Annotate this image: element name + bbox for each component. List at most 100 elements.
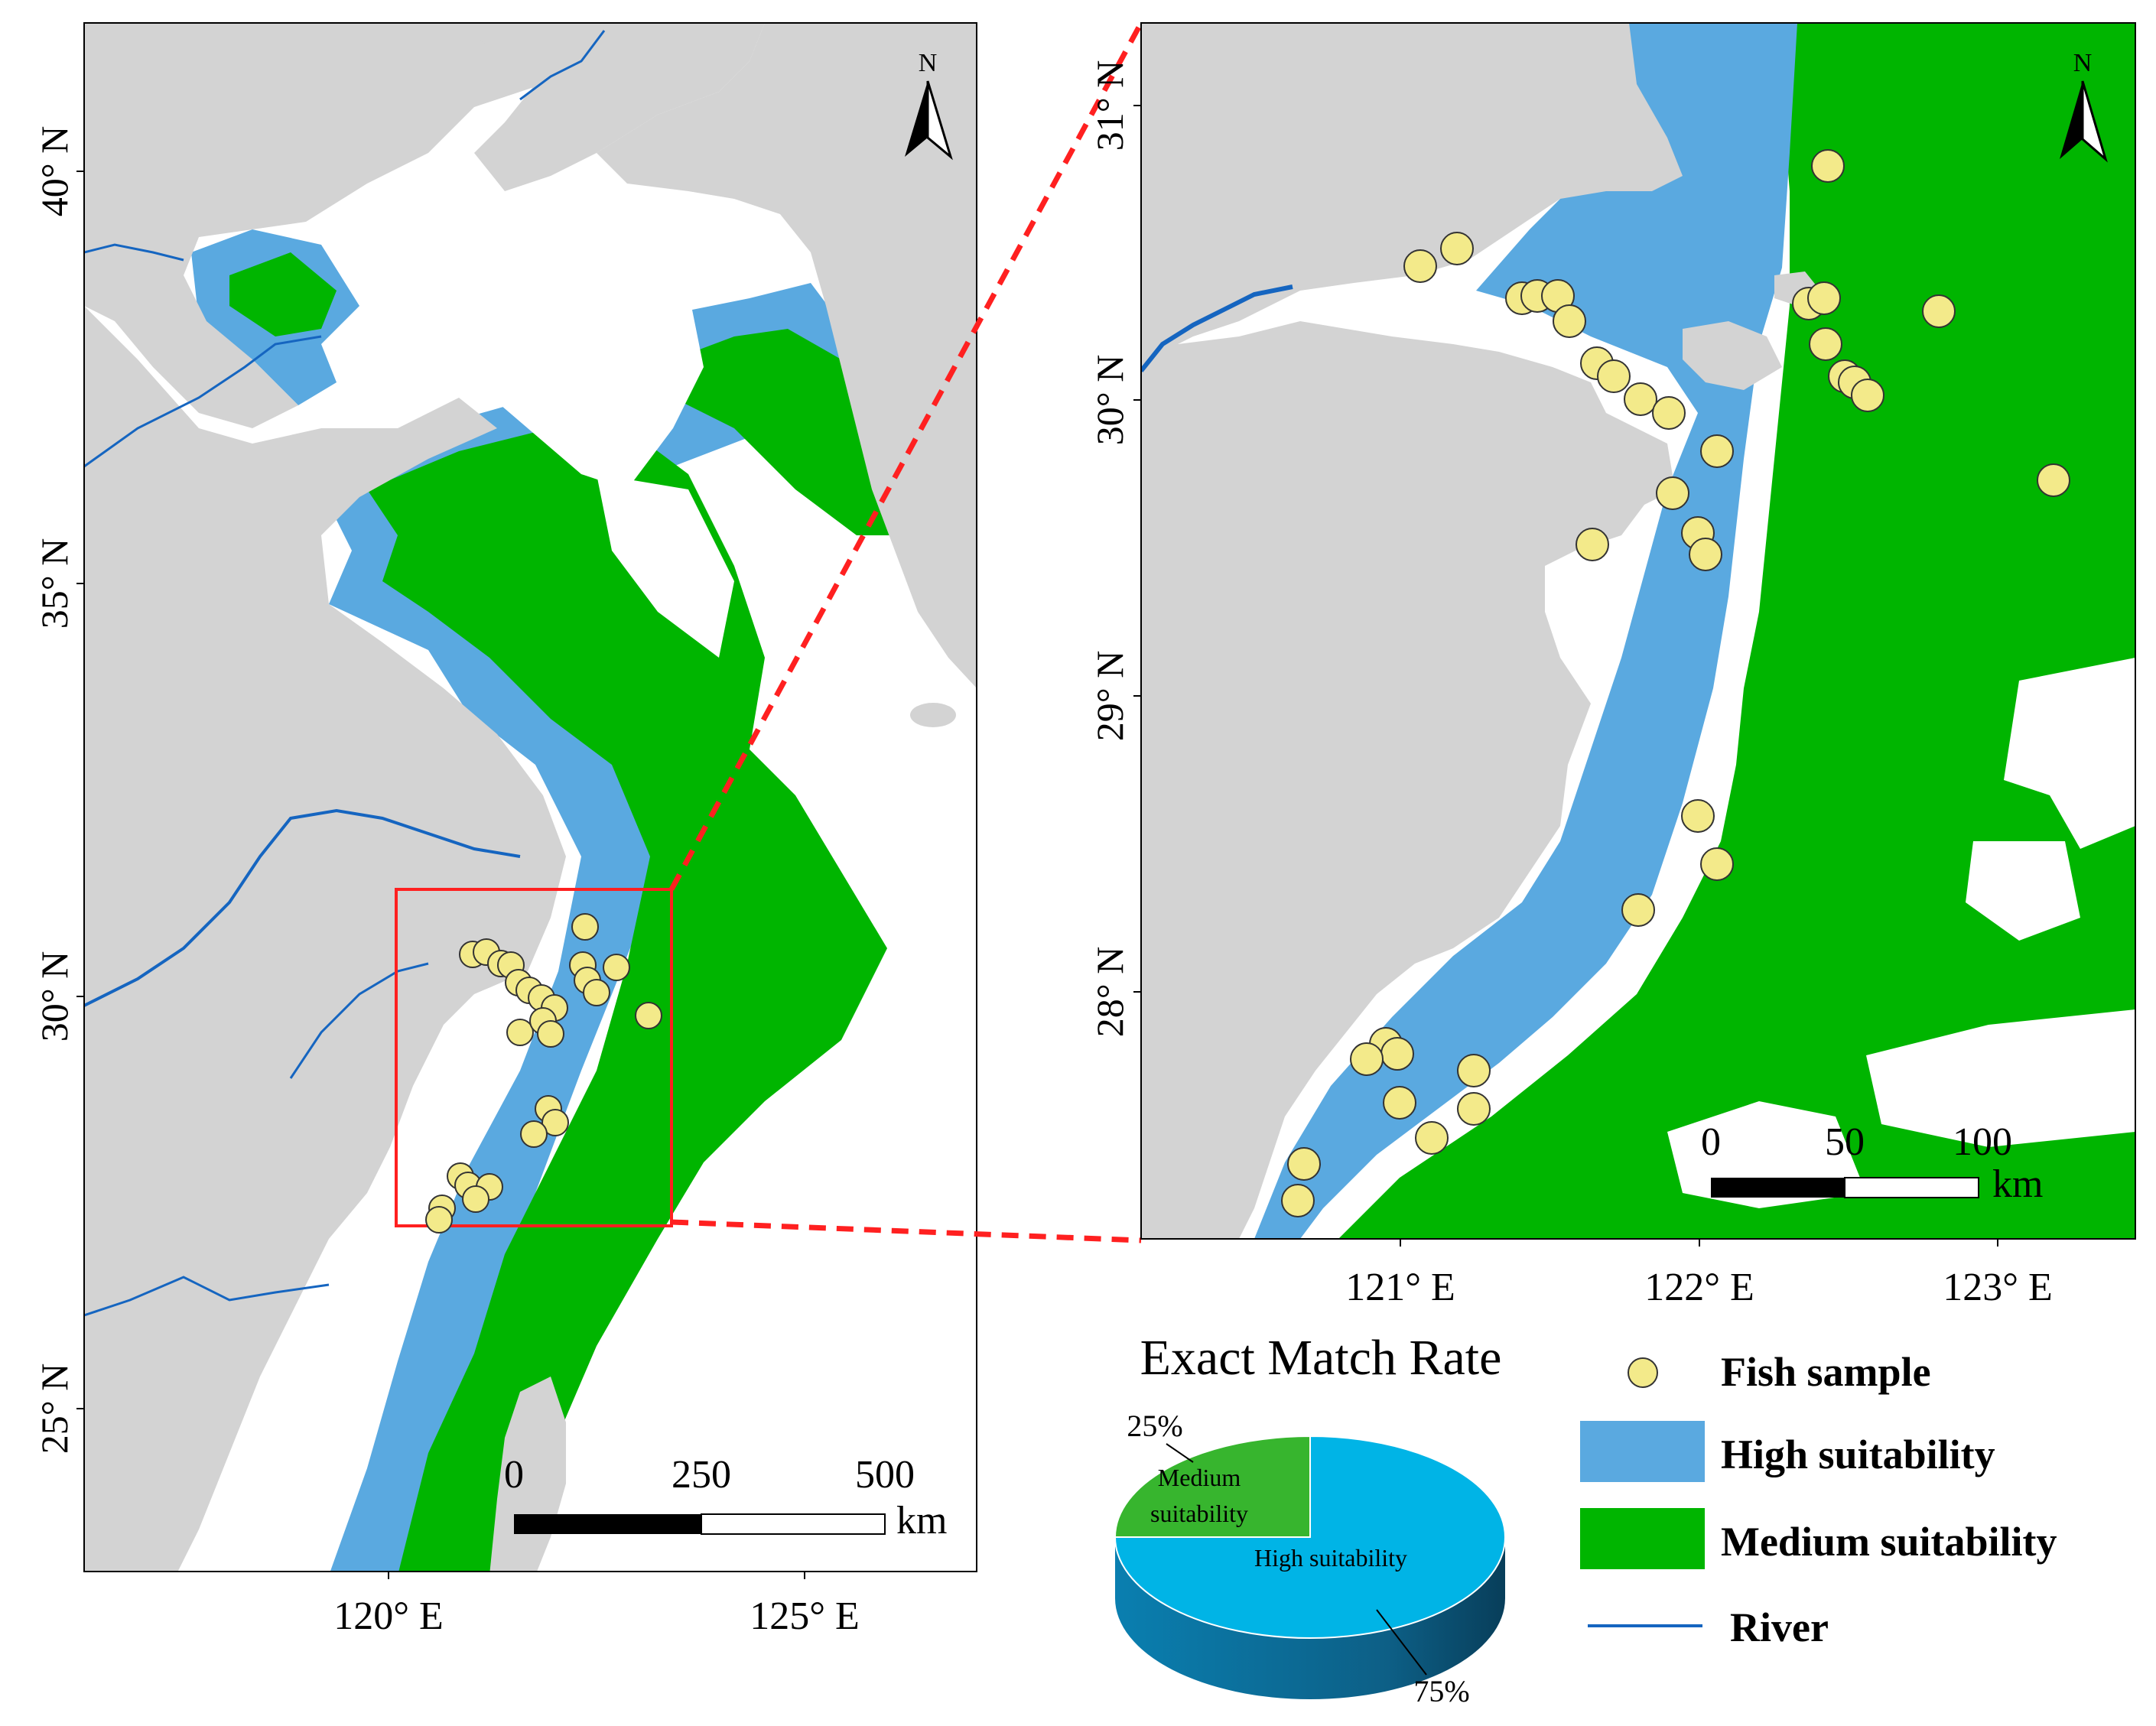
zoom-region-box — [395, 888, 673, 1227]
right-map-frame — [1140, 22, 2136, 1240]
right-lat-label-30: 30° N — [1088, 355, 1131, 446]
right-scale-tick-0: 0 — [1701, 1120, 1721, 1164]
left-map-river-qiantang — [289, 962, 429, 1079]
fish-sample-point — [1700, 847, 1734, 881]
pie-3d-side — [1115, 1537, 1505, 1699]
left-north-label: N — [919, 49, 938, 77]
left-map-medium-suitability-zone — [367, 329, 918, 1572]
right-scale-tick-1: 50 — [1825, 1120, 1865, 1164]
fish-sample-point — [1681, 799, 1715, 833]
fish-sample-point — [1380, 1037, 1414, 1071]
legend-medium-suitability-swatch — [1580, 1508, 1705, 1569]
left-map-river-yangtze — [84, 808, 521, 1007]
pie-label-medium-line2: suitability — [1150, 1500, 1248, 1527]
fish-sample-point — [541, 1109, 569, 1136]
north-arrow-icon-half — [926, 80, 953, 161]
left-scale-tick-1: 250 — [672, 1453, 731, 1497]
left-map-korean-peninsula — [597, 23, 977, 688]
left-map-fish-samples — [425, 913, 662, 1234]
pie-slices — [1114, 1435, 1506, 1639]
legend-label-medium-suitability: Medium suitability — [1721, 1519, 2057, 1565]
left-lat-label-40: 40° N — [33, 126, 76, 217]
fish-sample-point — [1922, 294, 1956, 328]
left-north-arrow: N — [905, 49, 953, 161]
left-scale-tick-2: 500 — [855, 1453, 915, 1497]
legend-high-suitability-swatch — [1580, 1421, 1705, 1482]
fish-sample-point — [1597, 359, 1631, 393]
right-scale-unit: km — [1992, 1162, 2043, 1206]
right-north-arrow: N — [2060, 49, 2108, 163]
left-scale-bar: 0 250 500 km — [504, 1453, 947, 1542]
legend: Fish sample High suitability Medium suit… — [1580, 1349, 2057, 1650]
fish-sample-point — [2037, 463, 2070, 497]
fish-sample-point — [583, 979, 610, 1006]
left-lon-label-125: 125° E — [750, 1594, 860, 1638]
right-lat-label-31: 31° N — [1088, 60, 1131, 151]
left-lat-label-25: 25° N — [33, 1364, 76, 1455]
fish-sample-point — [603, 954, 630, 981]
left-lon-label-120: 120° E — [333, 1594, 444, 1638]
fish-sample-point — [1652, 396, 1686, 430]
fish-sample-point — [1700, 434, 1734, 468]
right-lon-label-123: 123° E — [1943, 1266, 2053, 1309]
right-lat-label-29: 29° N — [1088, 651, 1131, 742]
right-map-zhoushan-islands — [1683, 321, 1782, 390]
fish-sample-point — [1811, 149, 1845, 183]
right-map-open-sea-patch-3 — [1866, 1009, 2135, 1147]
left-lat-label-35: 35° N — [33, 538, 76, 629]
fish-sample-point — [1621, 893, 1655, 927]
pie-slice-medium-suitability — [1114, 1435, 1311, 1538]
left-map-river-yellow — [84, 335, 322, 468]
left-map: 40° N 35° N 30° N 25° N 120° E 125° E N … — [33, 22, 977, 1638]
fish-sample-point — [520, 1120, 548, 1148]
right-map-open-sea-patch — [2004, 658, 2135, 849]
pie-label-high: High suitability — [1254, 1544, 1407, 1572]
fish-sample-point — [1624, 382, 1657, 416]
pie-slice-high-suitability — [1114, 1435, 1506, 1639]
fish-sample-point — [1415, 1121, 1449, 1155]
fish-sample-point — [1350, 1042, 1384, 1076]
zoom-connector-bottom — [671, 1219, 1142, 1243]
fish-sample-point — [425, 1206, 453, 1234]
right-map-fish-samples — [1281, 149, 2070, 1217]
right-lon-label-121: 121° E — [1345, 1266, 1455, 1309]
fish-sample-point — [1807, 281, 1841, 315]
fish-sample-point — [537, 1020, 564, 1048]
legend-label-river: River — [1730, 1604, 1829, 1650]
right-map-high-suitability-zone — [1254, 23, 1797, 1239]
fish-sample-point — [1457, 1092, 1491, 1126]
fish-sample-point — [506, 1019, 534, 1046]
left-map-river-min — [84, 1276, 330, 1317]
fish-sample-point — [1281, 1184, 1315, 1217]
fish-sample-point — [1809, 327, 1842, 361]
right-map: 31° N 30° N 29° N 28° N 121° E 122° E 12… — [1088, 22, 2136, 1309]
fish-sample-point — [1553, 304, 1586, 338]
pie-percent-medium: 25% — [1127, 1409, 1182, 1443]
fish-sample-point — [1383, 1086, 1416, 1120]
right-lat-label-28: 28° N — [1088, 947, 1131, 1038]
left-map-jeju — [910, 703, 956, 727]
fish-sample-point — [1287, 1147, 1321, 1181]
left-map-open-sea-patch — [459, 252, 704, 489]
north-arrow-icon-half — [2081, 80, 2108, 163]
left-map-open-sea-patch-2 — [597, 474, 734, 658]
right-scale-tick-2: 100 — [1953, 1120, 2012, 1164]
left-map-mainland — [84, 23, 612, 1572]
right-map-ticks — [1133, 105, 1998, 1247]
fish-sample-point — [1851, 379, 1884, 412]
fish-sample-point — [1403, 249, 1437, 283]
left-map-river-liao — [519, 30, 606, 101]
north-arrow-icon — [2060, 81, 2083, 159]
left-map-frame — [83, 22, 977, 1572]
left-scale-unit: km — [896, 1499, 947, 1542]
pie-leader-medium — [1166, 1443, 1194, 1463]
right-scale-bar: 0 50 100 km — [1701, 1120, 2043, 1206]
pie-percent-high: 75% — [1413, 1674, 1469, 1708]
fish-sample-point — [1457, 1054, 1491, 1087]
pie-label-medium-line1: Medium — [1158, 1464, 1241, 1491]
fish-sample-point — [1689, 538, 1722, 571]
left-scale-tick-0: 0 — [504, 1453, 524, 1497]
fish-sample-point — [635, 1002, 662, 1029]
right-map-open-sea-patch-2 — [1966, 841, 2080, 941]
